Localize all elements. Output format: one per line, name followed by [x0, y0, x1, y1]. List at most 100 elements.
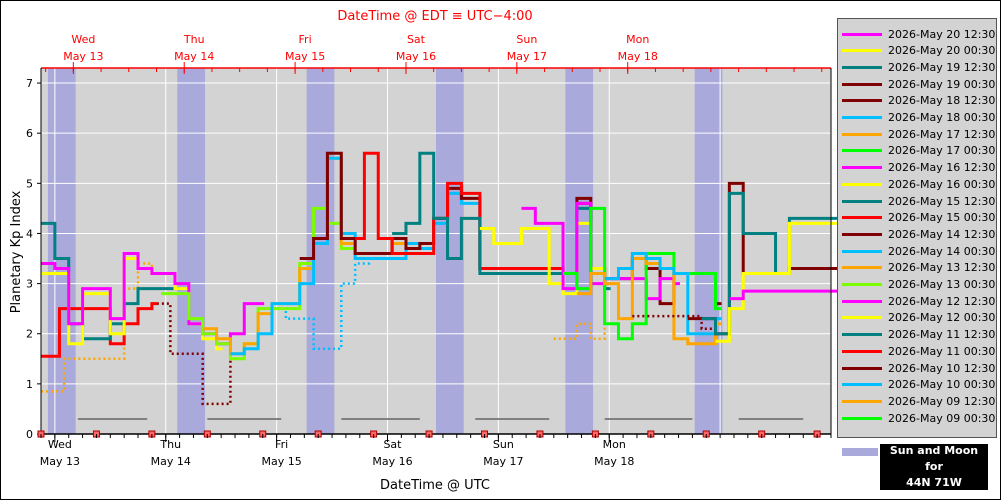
x-axis-label: DateTime @ UTC [380, 478, 490, 493]
top-tick-day: Fri [299, 33, 312, 46]
legend-swatch [842, 366, 882, 370]
series-line [41, 302, 158, 358]
x-tick-day: Fri [275, 438, 288, 451]
legend-item: 2026-May 13 12:30 [842, 260, 995, 276]
legend-footer [842, 448, 878, 470]
legend-item: 2026-May 10 12:30 [842, 360, 995, 376]
chart-title: DateTime @ EDT ≡ UTC−4:00 [337, 9, 532, 24]
legend-label: 2026-May 20 12:30 [888, 27, 996, 41]
x-tick-day: Sat [383, 438, 402, 451]
legend-swatch [842, 49, 882, 53]
legend-label: 2026-May 14 00:30 [888, 244, 996, 258]
top-tick-day: Sat [407, 33, 426, 46]
legend-label: 2026-May 11 12:30 [888, 328, 996, 342]
legend-item: 2026-May 11 00:30 [842, 343, 995, 359]
night-band [306, 68, 335, 434]
legend-item: 2026-May 17 12:30 [842, 126, 995, 142]
series-line [604, 252, 722, 336]
y-tick-label: 0 [26, 428, 33, 441]
legend-item: 2026-May 19 00:30 [842, 76, 995, 92]
series-line [715, 221, 837, 343]
legend-swatch [842, 132, 882, 136]
top-tick-date: May 13 [63, 50, 103, 63]
legend-item: 2026-May 10 00:30 [842, 377, 995, 393]
top-tick-date: May 16 [396, 50, 436, 63]
legend-label: 2026-May 09 12:30 [888, 394, 996, 408]
legend-item: 2026-May 15 00:30 [842, 210, 995, 226]
top-tick-day: Sun [516, 33, 537, 46]
legend-item: 2026-May 12 12:30 [842, 293, 995, 309]
legend-swatch [842, 266, 882, 270]
legend-item: 2026-May 18 00:30 [842, 110, 995, 126]
top-tick-date: May 15 [285, 50, 325, 63]
legend-swatch [842, 82, 882, 86]
top-tick-date: May 18 [618, 50, 658, 63]
legend-item: 2026-May 15 12:30 [842, 193, 995, 209]
legend-item: 2026-May 16 12:30 [842, 160, 995, 176]
y-tick-label: 3 [26, 278, 33, 291]
x-tick-date: May 15 [261, 455, 301, 468]
y-tick-label: 1 [26, 378, 33, 391]
legend-item: 2026-May 18 12:30 [842, 93, 995, 109]
legend-label: 2026-May 16 12:30 [888, 161, 996, 175]
y-tick-label: 6 [26, 127, 33, 140]
series-line [729, 289, 837, 301]
night-band [694, 68, 723, 434]
legend-swatch [842, 199, 882, 203]
night-band [177, 68, 206, 434]
legend-item: 2026-May 14 12:30 [842, 226, 995, 242]
legend-label: 2026-May 11 00:30 [888, 344, 996, 358]
legend: 2026-May 20 12:30 2026-May 20 00:30 2026-M… [837, 18, 997, 438]
night-swatch [842, 448, 878, 456]
y-tick-label: 7 [26, 77, 33, 90]
legend-label: 2026-May 20 00:30 [888, 44, 996, 58]
y-tick-label: 2 [26, 328, 33, 341]
sun-moon-badge: Sun and Moon for 44N 71W [880, 444, 988, 490]
y-tick-label: 4 [26, 227, 33, 240]
legend-swatch [842, 99, 882, 103]
legend-swatch [842, 349, 882, 353]
legend-item: 2026-May 13 00:30 [842, 277, 995, 293]
x-tick-date: May 14 [151, 455, 191, 468]
top-tick-date: May 14 [174, 50, 214, 63]
legend-label: 2026-May 16 00:30 [888, 177, 996, 191]
night-band [565, 68, 594, 434]
y-axis-label: Planetary Kp Index [9, 190, 24, 313]
series-line [553, 322, 606, 340]
legend-swatch [842, 65, 882, 69]
top-tick-day: Mon [626, 33, 649, 46]
legend-item: 2026-May 20 12:30 [842, 26, 995, 42]
series-line [41, 262, 154, 393]
x-tick-day: Sun [493, 438, 514, 451]
legend-item: 2026-May 11 12:30 [842, 327, 995, 343]
legend-swatch [842, 32, 882, 36]
legend-label: 2026-May 19 00:30 [888, 77, 996, 91]
series-line [576, 257, 722, 346]
badge-line1: Sun and Moon for [889, 444, 979, 473]
legend-label: 2026-May 18 12:30 [888, 94, 996, 108]
y-tick-label: 5 [26, 177, 33, 190]
legend-swatch [842, 249, 882, 253]
legend-label: 2026-May 15 12:30 [888, 194, 996, 208]
x-tick-date: May 17 [483, 455, 523, 468]
legend-item: 2026-May 09 12:30 [842, 393, 995, 409]
legend-swatch [842, 166, 882, 170]
night-band [436, 68, 464, 434]
legend-swatch [842, 116, 882, 119]
legend-swatch [842, 383, 882, 387]
legend-swatch [842, 333, 882, 337]
legend-label: 2026-May 13 12:30 [888, 261, 996, 275]
legend-swatch [842, 149, 882, 153]
legend-swatch [842, 232, 882, 236]
legend-item: 2026-May 19 12:30 [842, 59, 995, 75]
legend-item: 2026-May 16 00:30 [842, 176, 995, 192]
night-band [47, 68, 76, 434]
legend-item: 2026-May 12 00:30 [842, 310, 995, 326]
legend-label: 2026-May 19 12:30 [888, 60, 996, 74]
legend-label: 2026-May 10 00:30 [888, 378, 996, 392]
badge-line2: 44N 71W [906, 476, 962, 489]
legend-swatch [842, 216, 882, 220]
x-tick-day: Thu [159, 438, 181, 451]
top-tick-date: May 17 [507, 50, 547, 63]
